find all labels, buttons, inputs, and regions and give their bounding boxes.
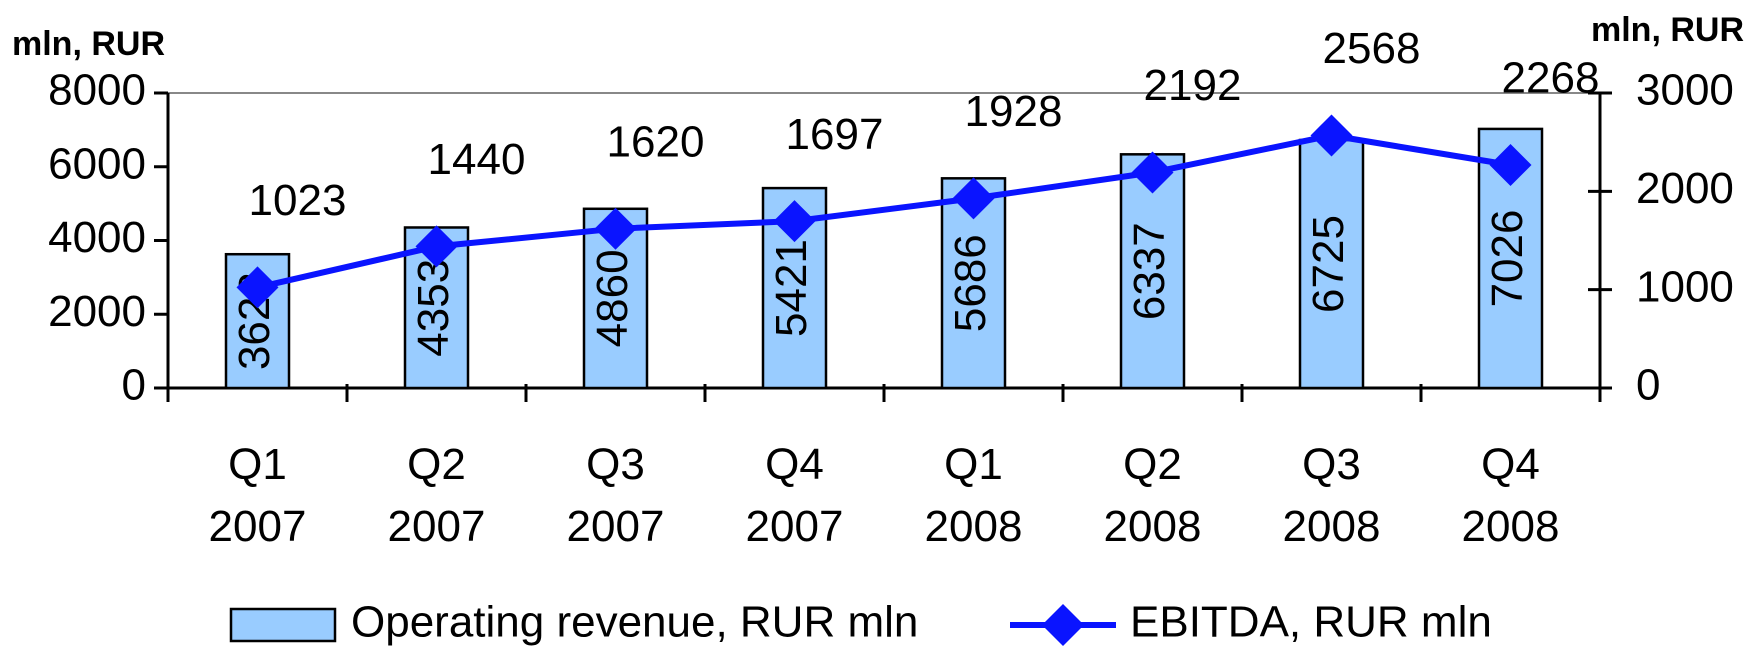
x-tick-label: Q2 2008: [1103, 440, 1202, 551]
y-tick-label: 6000: [48, 139, 146, 188]
line-value-label: 1697: [786, 110, 884, 159]
line: [256, 132, 1511, 291]
bar: [940, 177, 1007, 390]
line-value-label: 2568: [1323, 24, 1421, 73]
y2-tick-label: 3000: [1636, 66, 1734, 115]
legend-label: EBITDA, RUR mln: [1130, 598, 1492, 647]
bar-value-label: 5421: [767, 239, 816, 337]
line-value-label: 2192: [1144, 61, 1242, 110]
legend-swatch: [229, 607, 337, 643]
bar-value-label: 6337: [1125, 222, 1174, 320]
line-value-label: 1928: [965, 87, 1063, 136]
line-value-label: 1440: [428, 135, 526, 184]
y-tick-label: 4000: [48, 213, 146, 262]
line-marker: [952, 177, 995, 220]
x-tick-label: Q1 2008: [924, 440, 1023, 551]
line-marker: [773, 200, 816, 243]
line-marker: [594, 207, 637, 250]
bar-value-label: 7026: [1483, 210, 1532, 308]
y2-tick-label: 2000: [1636, 164, 1734, 213]
x-tick-label: Q3 2008: [1282, 440, 1381, 551]
bar-value-label: 4353: [409, 259, 458, 357]
line-marker: [236, 266, 279, 309]
legend-label: Operating revenue, RUR mln: [351, 598, 918, 647]
y-axis-title: mln, RUR: [12, 25, 165, 63]
line-value-label: 2268: [1502, 54, 1600, 103]
y-tick-label: 8000: [48, 66, 146, 115]
bar-value-label: 4860: [588, 249, 637, 347]
y-tick-label: 0: [122, 361, 146, 410]
line-marker: [1310, 114, 1353, 157]
y-tick-label: 2000: [48, 287, 146, 336]
line-marker: [415, 225, 458, 268]
x-tick-label: Q4 2008: [1461, 440, 1560, 551]
line-value-label: 1620: [607, 117, 705, 166]
legend-marker: [1042, 604, 1084, 646]
x-tick-label: Q1 2007: [208, 440, 307, 551]
x-tick-label: Q2 2007: [387, 440, 486, 551]
line-marker: [1131, 151, 1174, 194]
line-value-label: 1023: [249, 176, 347, 225]
bar-value-label: 6725: [1304, 215, 1353, 313]
bar-value-label: 5686: [946, 234, 995, 332]
x-tick-label: Q3 2007: [566, 440, 665, 551]
line-marker: [1489, 143, 1532, 186]
y2-axis-title: mln, RUR: [1591, 11, 1744, 49]
y2-tick-label: 1000: [1636, 262, 1734, 311]
y2-tick-label: 0: [1636, 361, 1660, 410]
x-tick-label: Q4 2007: [745, 440, 844, 551]
